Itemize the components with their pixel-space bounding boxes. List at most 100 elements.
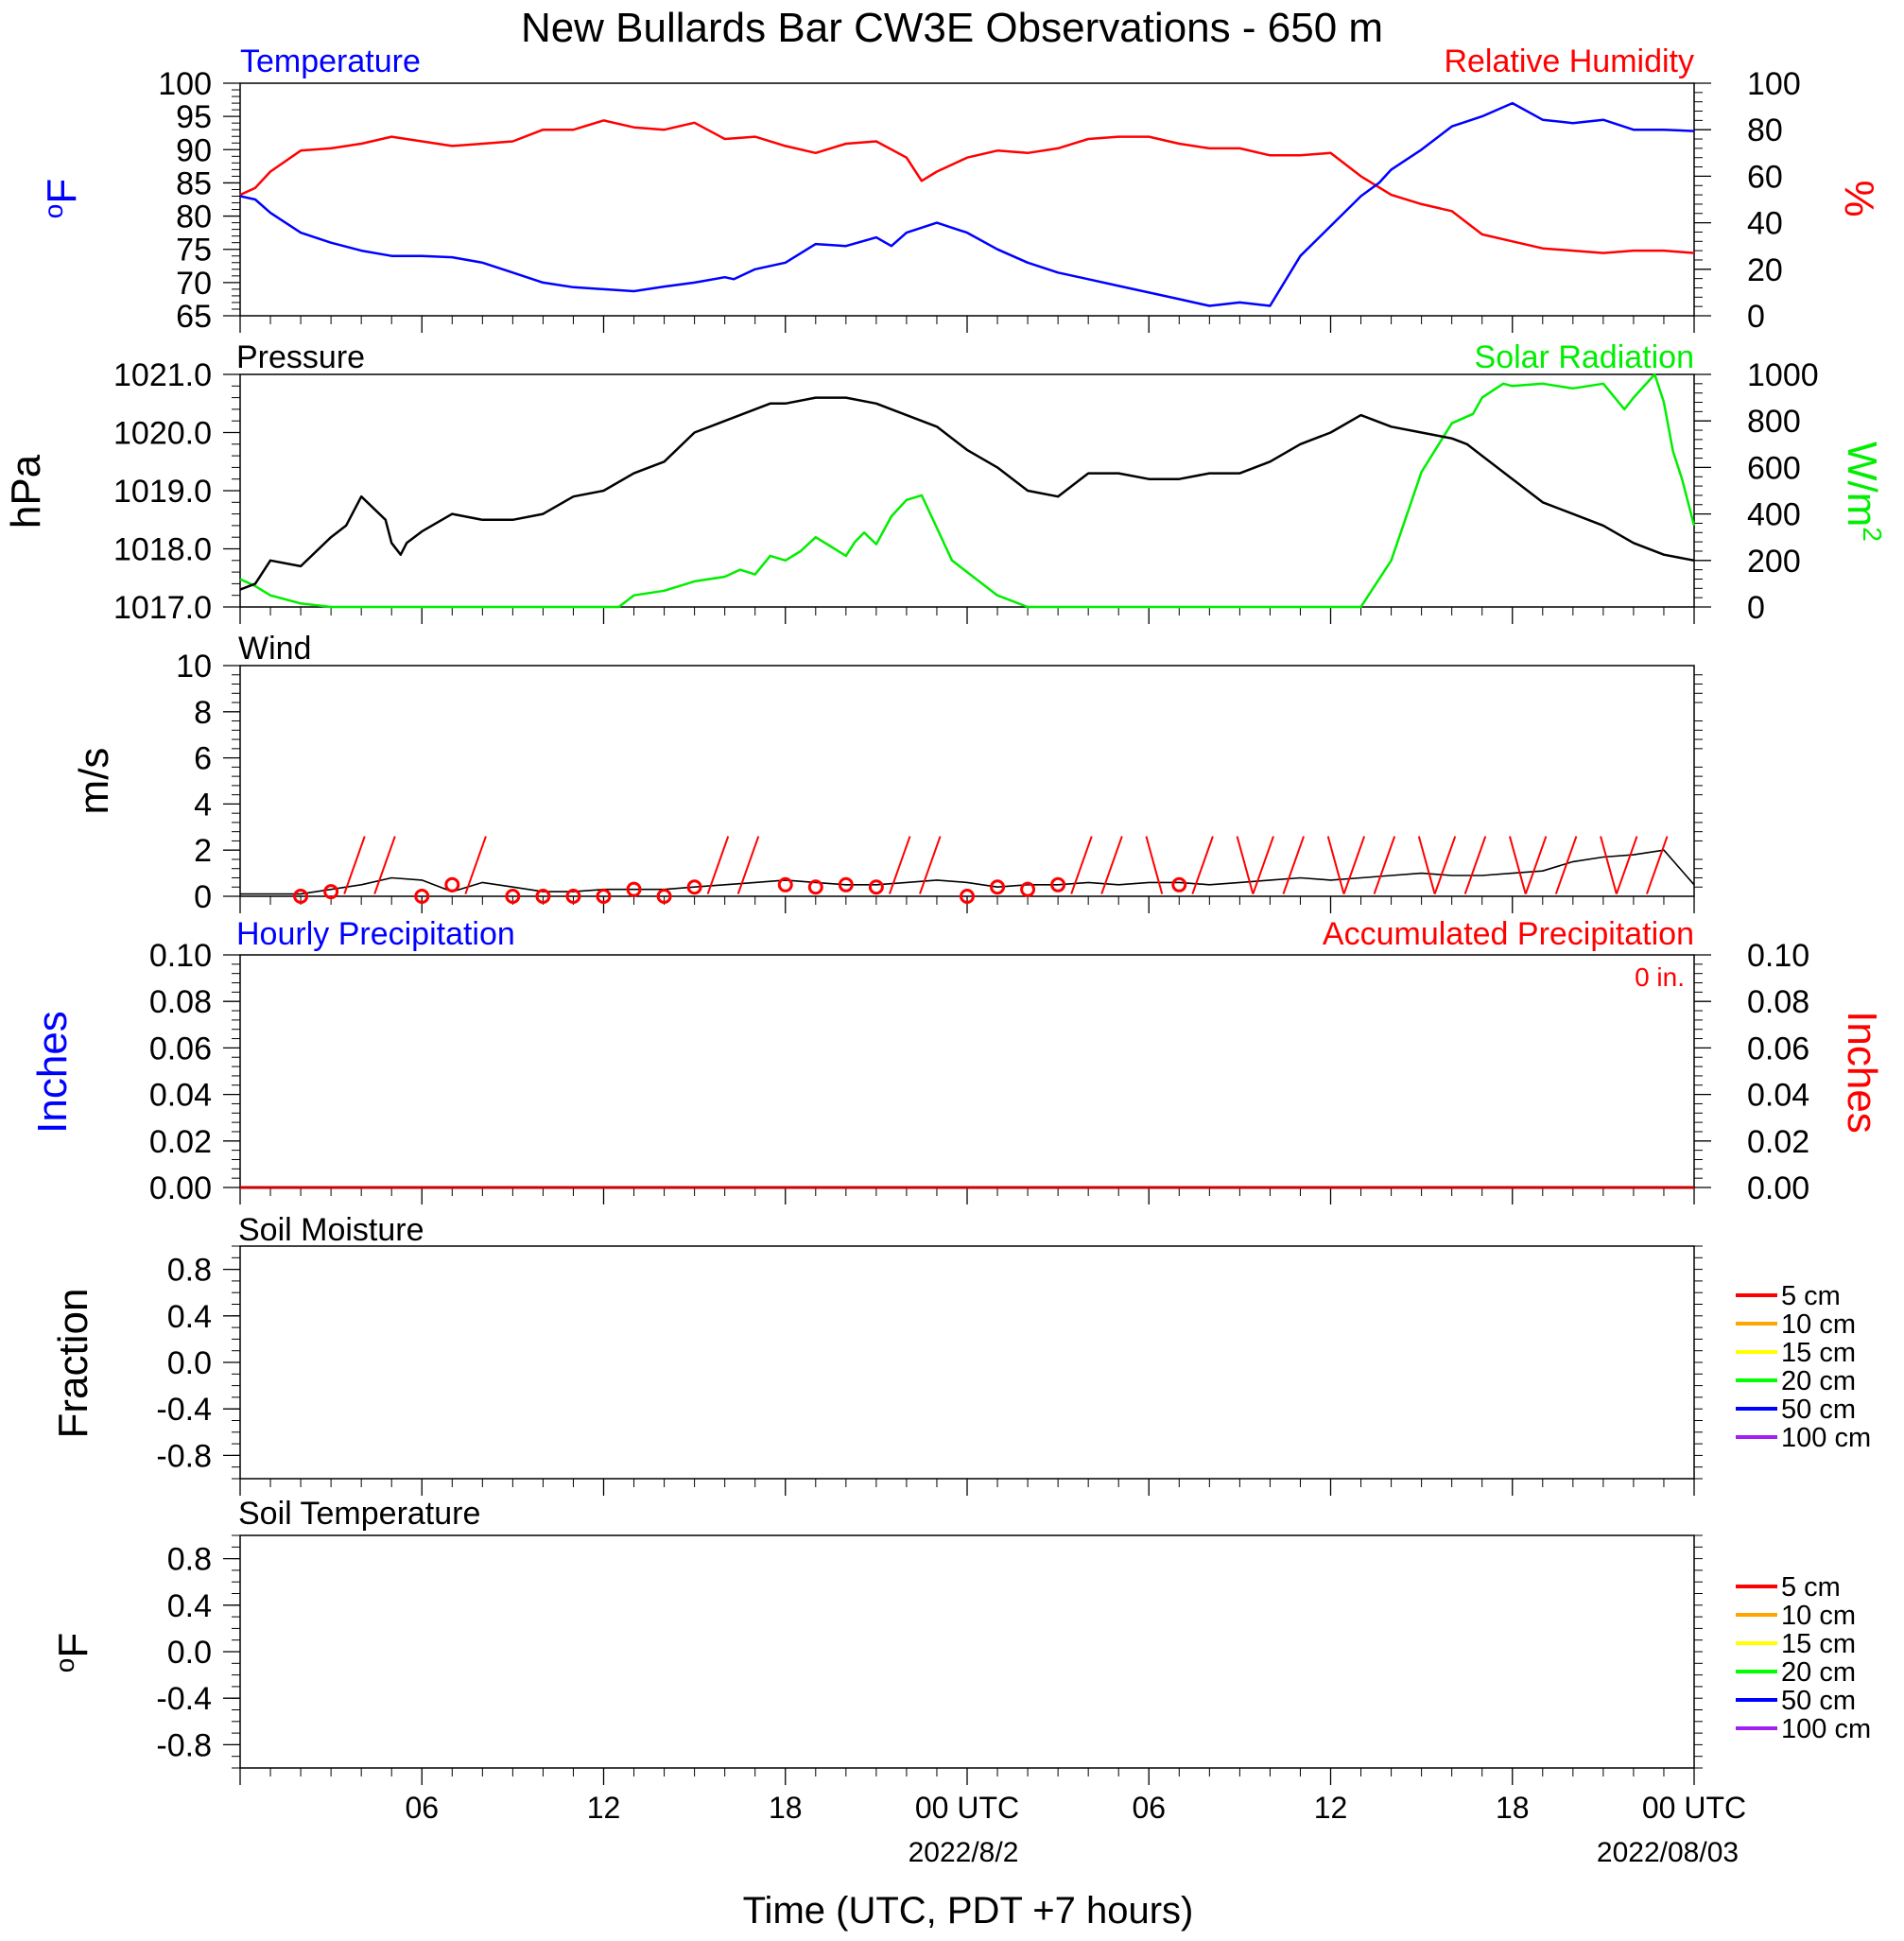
calm-wind-marker xyxy=(868,879,884,895)
legend-label: 5 cm xyxy=(1781,1572,1841,1603)
calm-wind-marker xyxy=(626,881,642,897)
precip-left-axis-tick-label: 0.10 xyxy=(149,938,212,974)
wind-axis-tick-label: 10 xyxy=(176,649,212,685)
soil-moisture-axis-tick-label: -0.8 xyxy=(156,1438,212,1474)
pressure-line xyxy=(239,396,1695,591)
wind-barb xyxy=(888,836,911,894)
precip-right-axis-tick-label: 0.02 xyxy=(1747,1124,1809,1160)
wind-barb xyxy=(1554,836,1578,894)
panel-title-temperature: Temperature xyxy=(240,43,421,79)
wind-barb xyxy=(1236,836,1255,894)
soil-moisture-axis-label: Fraction xyxy=(50,1289,96,1439)
x-tick-label: 18 xyxy=(1496,1791,1530,1825)
humidity-line xyxy=(239,119,1695,254)
wind-axis-label: m/s xyxy=(71,748,117,815)
soil-temp-axis-label: oF xyxy=(50,1633,96,1672)
precip-left-axis-tick-label: 0.04 xyxy=(149,1078,212,1114)
panel-title-wind: Wind xyxy=(238,631,311,667)
temp-axis-tick-label: 65 xyxy=(176,299,212,335)
legend-label: 10 cm xyxy=(1781,1601,1856,1631)
wind-barb xyxy=(1433,836,1457,894)
panel-title-accum-precip: Accumulated Precipitation xyxy=(1323,916,1694,952)
x-tick-label: 18 xyxy=(769,1791,803,1825)
pressure-axis-tick-label: 1020.0 xyxy=(113,416,212,452)
wind-barb xyxy=(1100,836,1123,894)
precip-right-axis-tick-label: 0.04 xyxy=(1747,1078,1809,1114)
temp-axis-tick-label: 85 xyxy=(176,165,212,201)
legend-label: 5 cm xyxy=(1781,1281,1841,1311)
pressure-axis-tick-label: 1019.0 xyxy=(113,474,212,510)
panel-pressure-solar: Pressure Solar Radiation hPa W/m2 1017.0… xyxy=(3,339,1887,626)
precip-right-axis-tick-label: 0.10 xyxy=(1747,938,1809,974)
calm-wind-marker xyxy=(596,889,612,904)
soil-temp-axis-tick-label: -0.8 xyxy=(156,1727,212,1763)
wind-barb xyxy=(1145,836,1164,894)
wind-barb xyxy=(1326,836,1345,894)
wind-barb xyxy=(1524,836,1548,894)
calm-wind-marker xyxy=(686,879,702,895)
panel-title-humidity: Relative Humidity xyxy=(1444,43,1694,79)
x-tick-label: 00 UTC xyxy=(1642,1791,1746,1825)
solar-radiation-line xyxy=(239,373,1696,609)
temperature-line xyxy=(239,101,1695,307)
wind-barb xyxy=(464,836,487,894)
temp-axis-tick-label: 100 xyxy=(158,66,212,102)
panel-title-soil-temperature: Soil Temperature xyxy=(238,1496,480,1532)
pressure-axis-tick-label: 1018.0 xyxy=(113,532,212,568)
wind-axis-tick-label: 0 xyxy=(194,879,212,915)
calm-wind-marker xyxy=(414,889,430,904)
legend-label: 100 cm xyxy=(1781,1423,1871,1453)
calm-wind-marker xyxy=(1050,876,1066,893)
plot-frame-soil-temperature xyxy=(239,1534,1695,1769)
calm-wind-marker xyxy=(444,876,460,893)
panel-soil-moisture: Soil Moisture Fraction -0.8 -0.4 0.0 0.4 0.8… xyxy=(50,1212,1871,1496)
calm-wind-marker xyxy=(990,879,1006,895)
precip-left-axis-tick-label: 0.00 xyxy=(149,1170,212,1206)
wind-barb xyxy=(736,836,760,894)
x-tick-label: 06 xyxy=(1132,1791,1166,1825)
wind-axis-tick-label: 8 xyxy=(194,695,212,731)
humidity-axis-tick-label: 100 xyxy=(1747,66,1801,102)
calm-wind-marker xyxy=(777,876,793,893)
panel-title-soil-moisture: Soil Moisture xyxy=(238,1212,424,1248)
legend-label: 50 cm xyxy=(1781,1686,1856,1716)
wind-barb xyxy=(343,836,366,894)
wind-axis-tick-label: 2 xyxy=(194,833,212,869)
plot-frame-precipitation xyxy=(239,954,1695,1188)
legend-label: 100 cm xyxy=(1781,1714,1871,1744)
wind-barb xyxy=(1463,836,1487,894)
soil-temp-axis-tick-label: 0.0 xyxy=(167,1635,212,1671)
wind-barb xyxy=(1417,836,1436,894)
precip-left-axis-tick-label: 0.02 xyxy=(149,1124,212,1160)
legend-label: 20 cm xyxy=(1781,1657,1856,1688)
legend-label: 15 cm xyxy=(1781,1629,1856,1659)
solar-axis-tick-label: 800 xyxy=(1747,404,1801,440)
wind-barb xyxy=(1508,836,1527,894)
calm-wind-marker xyxy=(323,884,339,900)
solar-axis-tick-label: 0 xyxy=(1747,590,1765,626)
wind-barb xyxy=(1282,836,1306,894)
date-label-day2: 2022/08/03 xyxy=(1597,1837,1739,1868)
calm-wind-marker xyxy=(807,879,823,895)
wind-axis-tick-label: 6 xyxy=(194,741,212,777)
wind-axis-tick-label: 4 xyxy=(194,787,212,823)
calm-wind-marker xyxy=(535,889,551,904)
wind-barb xyxy=(1252,836,1274,894)
humidity-axis-label: % xyxy=(1836,180,1882,217)
temp-axis-tick-label: 90 xyxy=(176,132,212,168)
temp-axis-tick-label: 75 xyxy=(176,233,212,269)
panel-title-solar: Solar Radiation xyxy=(1475,339,1694,375)
humidity-axis-tick-label: 80 xyxy=(1747,113,1783,148)
wind-barb xyxy=(1600,836,1618,894)
solar-axis-tick-label: 600 xyxy=(1747,450,1801,486)
solar-axis-tick-label: 200 xyxy=(1747,544,1801,580)
wind-barb xyxy=(919,836,942,894)
x-tick-label: 00 UTC xyxy=(915,1791,1019,1825)
legend-label: 20 cm xyxy=(1781,1366,1856,1396)
x-axis-label: Time (UTC, PDT +7 hours) xyxy=(743,1890,1194,1932)
legend-label: 15 cm xyxy=(1781,1338,1856,1368)
plot-frame-soil-moisture xyxy=(239,1245,1695,1480)
wind-barb xyxy=(1646,836,1669,894)
soil-moisture-axis-tick-label: 0.0 xyxy=(167,1345,212,1381)
